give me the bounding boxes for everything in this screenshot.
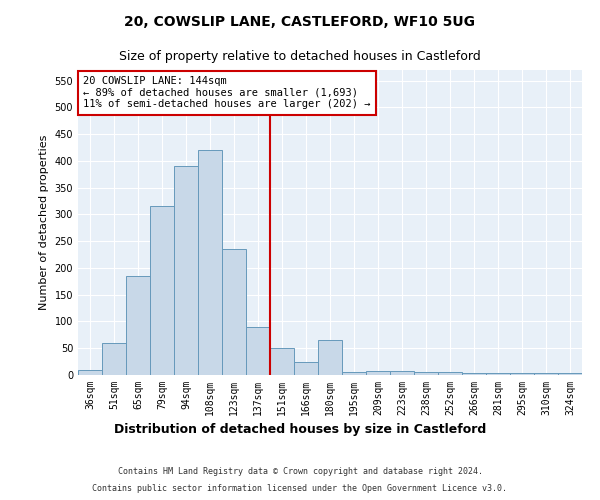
Bar [342,372,366,375]
Bar [198,150,222,375]
Bar [462,374,486,375]
Bar [438,372,462,375]
Text: Size of property relative to detached houses in Castleford: Size of property relative to detached ho… [119,50,481,63]
Bar [294,362,318,375]
Bar [150,206,174,375]
Bar [558,374,582,375]
Bar [510,374,534,375]
Bar [270,348,294,375]
Text: Distribution of detached houses by size in Castleford: Distribution of detached houses by size … [114,422,486,436]
Y-axis label: Number of detached properties: Number of detached properties [39,135,49,310]
Bar [222,250,246,375]
Text: 20, COWSLIP LANE, CASTLEFORD, WF10 5UG: 20, COWSLIP LANE, CASTLEFORD, WF10 5UG [125,15,476,29]
Bar [126,276,150,375]
Bar [102,343,126,375]
Bar [174,166,198,375]
Bar [486,374,510,375]
Bar [390,370,414,375]
Bar [366,370,390,375]
Bar [414,372,438,375]
Text: Contains HM Land Registry data © Crown copyright and database right 2024.: Contains HM Land Registry data © Crown c… [118,468,482,476]
Bar [78,370,102,375]
Text: 20 COWSLIP LANE: 144sqm
← 89% of detached houses are smaller (1,693)
11% of semi: 20 COWSLIP LANE: 144sqm ← 89% of detache… [83,76,371,110]
Bar [534,374,558,375]
Bar [246,327,270,375]
Text: Contains public sector information licensed under the Open Government Licence v3: Contains public sector information licen… [92,484,508,493]
Bar [318,340,342,375]
